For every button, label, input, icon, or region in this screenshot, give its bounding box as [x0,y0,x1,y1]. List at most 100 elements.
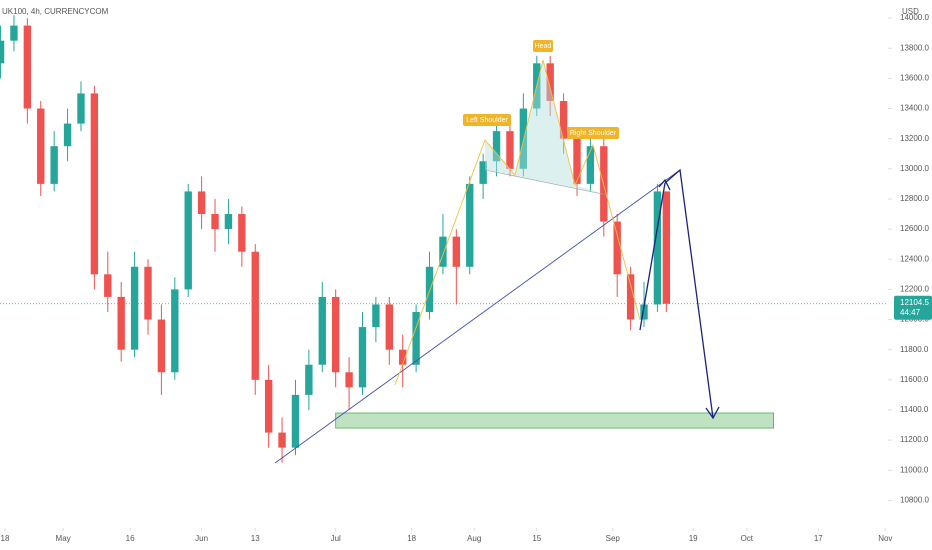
candle-body [23,25,32,109]
arrow-up [639,182,666,331]
symbol-title: UK100, 4h, CURRENCYCOM [2,7,109,16]
x-tick-label: 13 [251,534,260,543]
x-tick-label: 16 [126,534,135,543]
candle-body [238,214,246,252]
candle-body [10,25,18,41]
x-tick-label: 19 [689,534,698,543]
candle-body [559,100,568,139]
y-tick-label: 13400.0 [900,104,929,113]
x-tick-label: 18 [1,534,10,543]
candle-body [157,319,166,373]
candle-body [586,146,595,184]
candle-body [613,221,621,275]
candle-body [425,266,434,312]
pattern-fill [485,60,607,195]
candle-body [412,312,420,365]
neckline [484,169,608,196]
candle-body [251,251,259,380]
y-tick-label: 11000.0 [900,465,929,474]
price-box [894,295,932,320]
y-tick-label: 10800.0 [900,496,929,505]
y-tick-label: 14000.0 [900,13,929,22]
candle-body [452,236,461,267]
candle-body [372,304,380,328]
y-tick-label: 11600.0 [900,375,929,384]
y-tick-label: 13800.0 [900,43,929,52]
x-tick-label: Oct [741,534,754,543]
candle-body [144,266,152,320]
x-tick-label: Aug [467,534,481,543]
label-box [463,114,511,126]
candle-body [331,296,340,373]
x-tick-label: 18 [407,534,416,543]
candle-body [63,123,72,147]
candle-body [264,379,273,433]
y-tick-label: 12200.0 [900,285,929,294]
candle-body [662,191,671,304]
label-box [533,40,553,52]
candle-body [466,183,474,267]
candle-body [653,191,662,305]
x-tick-label: Nov [878,534,892,543]
candle-body [184,191,192,290]
candle-body [305,364,313,395]
candle-body [399,349,407,365]
y-tick-label: 13000.0 [900,164,929,173]
candle-body [117,296,125,350]
candle-body [291,394,300,448]
candle-body [37,108,45,184]
candle-body [519,108,528,169]
candle-body [130,266,139,350]
candle-body [345,372,353,388]
y-tick-label: 13600.0 [900,73,929,82]
drawings: Head Left Shoulder Right Shoulder [274,40,720,464]
candle-body [573,138,581,184]
y-tick-label: 12800.0 [900,194,929,203]
pattern-line [394,59,641,386]
y-tick-label: 12600.0 [900,224,929,233]
candle-body [546,63,554,101]
candle-body [506,131,514,169]
y-tick-label: 11400.0 [900,405,929,414]
y-tick-label: 13200.0 [900,134,929,143]
x-tick-label: 15 [532,534,541,543]
y-tick-label: 12400.0 [900,254,929,263]
candle-body [104,274,112,297]
y-tick-label: 11800.0 [900,345,929,354]
target-zone [335,412,775,429]
candle-body [358,327,367,388]
annotation: Left Shoulder [466,117,508,124]
arrow-head [658,178,671,191]
candle-body [439,236,447,267]
candle-body [0,40,5,64]
arrow-head [705,406,720,420]
candle-body [278,432,286,448]
y-tick-label: 11200.0 [900,435,929,444]
annotation: Right Shoulder [570,130,617,137]
x-tick-label: May [56,534,71,543]
label-box [567,127,619,139]
candle-body [50,146,58,184]
candle-body [224,214,233,230]
candle-body [492,131,501,162]
candle-body [318,296,326,365]
candle-body [77,93,85,124]
candle-body [197,191,206,215]
last-price: 12104.5 [900,298,929,307]
candle-body [90,93,99,275]
x-tick-label: Sep [606,534,621,543]
candle-body [385,304,393,350]
countdown: 44:47 [900,308,921,317]
currency: USD [902,7,919,16]
annotation: Head [535,43,552,50]
candle-body [626,274,635,320]
candle-body [640,304,648,320]
candle-body [171,289,179,373]
x-tick-label: Jun [195,534,208,543]
x-tick-label: 17 [814,534,823,543]
candle-body [479,161,487,184]
x-tick-label: Jul [331,534,341,543]
arrow-down [664,168,714,419]
candle-body [211,214,219,230]
